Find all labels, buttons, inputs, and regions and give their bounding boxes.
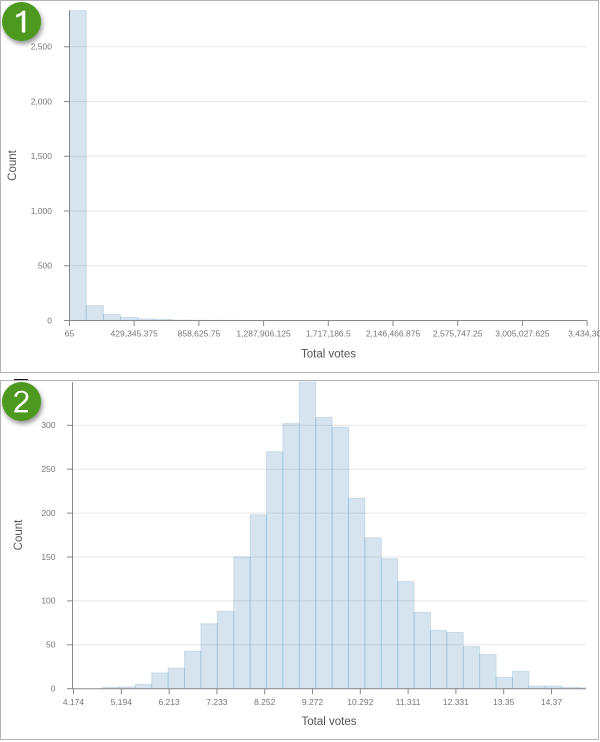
svg-text:14.37: 14.37 <box>541 697 563 707</box>
svg-text:6.213: 6.213 <box>158 697 180 707</box>
svg-text:7.233: 7.233 <box>206 697 228 707</box>
svg-text:10.292: 10.292 <box>347 697 373 707</box>
svg-text:1,287,906.125: 1,287,906.125 <box>236 329 291 339</box>
svg-text:65: 65 <box>65 329 75 339</box>
svg-text:3,434,308: 3,434,308 <box>568 329 600 339</box>
svg-text:2,500: 2,500 <box>31 42 53 52</box>
svg-text:5.194: 5.194 <box>111 697 133 707</box>
svg-text:3,005,027.625: 3,005,027.625 <box>495 329 550 339</box>
svg-text:9.272: 9.272 <box>302 697 324 707</box>
svg-text:300: 300 <box>41 420 55 430</box>
svg-text:2,575,747.25: 2,575,747.25 <box>433 329 483 339</box>
svg-text:500: 500 <box>38 261 52 271</box>
svg-text:Total votes: Total votes <box>302 716 357 728</box>
svg-text:1,000: 1,000 <box>31 206 53 216</box>
svg-text:2,000: 2,000 <box>31 96 53 106</box>
svg-text:Total votes: Total votes <box>301 349 356 361</box>
svg-text:50: 50 <box>46 640 56 650</box>
svg-text:13.35: 13.35 <box>493 697 515 707</box>
svg-text:0: 0 <box>47 315 52 325</box>
svg-text:200: 200 <box>41 508 55 518</box>
svg-text:4.174: 4.174 <box>63 697 85 707</box>
svg-text:Count: Count <box>13 519 25 550</box>
svg-text:11.311: 11.311 <box>396 697 421 707</box>
svg-text:2,146,466.875: 2,146,466.875 <box>366 329 421 339</box>
svg-text:8.252: 8.252 <box>254 697 276 707</box>
svg-text:0: 0 <box>51 684 56 694</box>
svg-text:12.331: 12.331 <box>443 697 469 707</box>
svg-text:100: 100 <box>41 596 55 606</box>
svg-text:150: 150 <box>41 552 55 562</box>
svg-text:858,625.75: 858,625.75 <box>178 329 221 339</box>
svg-text:250: 250 <box>41 464 55 474</box>
svg-text:429,345.375: 429,345.375 <box>111 329 159 339</box>
svg-text:Count: Count <box>7 149 19 180</box>
svg-text:1,500: 1,500 <box>31 151 53 161</box>
svg-text:1,717,186.5: 1,717,186.5 <box>306 329 351 339</box>
